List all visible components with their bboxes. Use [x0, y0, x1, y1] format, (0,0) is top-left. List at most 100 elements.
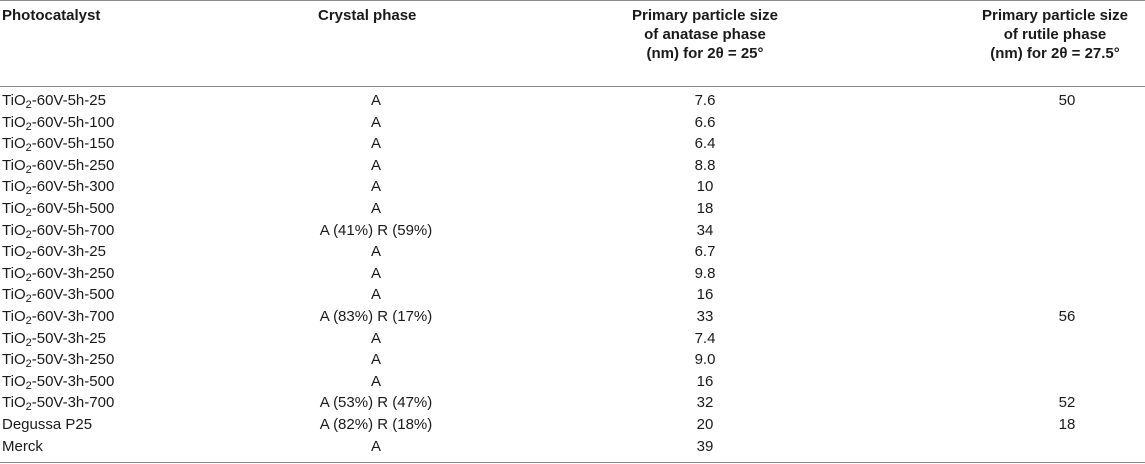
cell-crystal-phase: A — [370, 329, 381, 347]
cell-photocatalyst: TiO2-60V-5h-500 — [2, 198, 114, 220]
table-bottom-rule — [0, 462, 1145, 463]
photocatalyst-subscript: 2 — [25, 379, 32, 392]
photocatalyst-suffix: -50V-3h-500 — [31, 372, 115, 390]
cell-rutile-size: 50 — [1058, 92, 1076, 109]
cell-photocatalyst: TiO2-60V-3h-250 — [2, 263, 114, 285]
cell-photocatalyst: TiO2-60V-3h-700 — [2, 306, 114, 328]
photocatalyst-suffix: -60V-3h-250 — [31, 264, 115, 282]
photocatalyst-subscript: 2 — [25, 163, 32, 176]
photocatalyst-name: TiO — [2, 394, 26, 412]
photocatalyst-subscript: 2 — [25, 228, 32, 241]
cell-rutile-size: 56 — [1058, 307, 1076, 325]
photocatalyst-name: Merck — [2, 437, 43, 455]
cell-crystal-phase: A — [370, 178, 381, 196]
cell-photocatalyst: TiO2-60V-5h-250 — [2, 155, 114, 177]
photocatalyst-name: TiO — [2, 199, 26, 217]
cell-crystal-phase: A (83%) R (17%) — [319, 307, 433, 325]
cell-crystal-phase: A — [370, 351, 381, 369]
table-row: TiO2-60V-5h-150 A 6.4 — [0, 133, 1145, 155]
photocatalyst-suffix: -50V-3h-700 — [31, 394, 115, 412]
header-anatase-line-2: of anatase phase — [644, 26, 766, 43]
table-row: Degussa P25 A (82%) R (18%) 20 18 — [0, 414, 1145, 436]
photocatalyst-name: TiO — [2, 243, 26, 261]
header-rutile-line-1: Primary particle size — [982, 7, 1128, 24]
cell-crystal-phase: A — [370, 286, 381, 304]
header-anatase-line-3: (nm) for 2θ = 25° — [646, 45, 764, 62]
cell-anatase-size: 7.4 — [694, 329, 716, 347]
photocatalyst-suffix: -50V-3h-250 — [31, 351, 115, 369]
photocatalyst-suffix: -60V-3h-25 — [31, 243, 106, 261]
cell-anatase-size: 10 — [696, 178, 714, 196]
table-row: TiO2-60V-3h-25 A 6.7 — [0, 241, 1145, 263]
photocatalyst-name: TiO — [2, 156, 26, 174]
photocatalyst-name: TiO — [2, 286, 26, 304]
photocatalyst-subscript: 2 — [25, 99, 32, 111]
cell-anatase-size: 6.6 — [694, 113, 716, 131]
photocatalyst-name: TiO — [2, 351, 26, 369]
table-row: TiO2-60V-5h-250 A 8.8 — [0, 155, 1145, 177]
photocatalyst-suffix: -60V-5h-300 — [31, 178, 115, 196]
photocatalyst-subscript: 2 — [25, 250, 32, 263]
cell-anatase-size: 34 — [696, 221, 714, 239]
header-rutile-line-3: (nm) for 2θ = 27.5° — [990, 45, 1120, 62]
photocatalyst-name: TiO — [2, 221, 26, 239]
cell-crystal-phase: A (53%) R (47%) — [319, 394, 433, 412]
table-top-rule — [0, 0, 1145, 1]
table-row: TiO2-50V-3h-500 A 16 — [0, 371, 1145, 393]
cell-photocatalyst: TiO2-50V-3h-250 — [2, 349, 114, 371]
cell-crystal-phase: A — [370, 243, 381, 261]
photocatalyst-name: TiO — [2, 113, 26, 131]
table-row: TiO2-60V-3h-700 A (83%) R (17%) 33 56 — [0, 306, 1145, 328]
cell-rutile-size: 18 — [1058, 415, 1076, 433]
table-row: TiO2-60V-5h-300 A 10 — [0, 176, 1145, 198]
header-rutile-size: Primary particle size of rutile phase (n… — [960, 6, 1145, 63]
photocatalyst-name: TiO — [2, 135, 26, 153]
photocatalyst-subscript: 2 — [25, 142, 32, 155]
header-crystal-phase: Crystal phase — [318, 6, 416, 25]
photocatalyst-name: TiO — [2, 329, 26, 347]
cell-anatase-size: 16 — [696, 372, 714, 390]
cell-photocatalyst: Merck — [2, 436, 43, 458]
cell-anatase-size: 20 — [696, 415, 714, 433]
cell-rutile-size: 52 — [1058, 394, 1076, 412]
photocatalyst-name: TiO — [2, 264, 26, 282]
cell-photocatalyst: TiO2-60V-5h-25 — [2, 90, 106, 112]
cell-anatase-size: 39 — [696, 437, 714, 455]
cell-crystal-phase: A (82%) R (18%) — [319, 415, 433, 433]
cell-anatase-size: 9.8 — [694, 264, 716, 282]
cell-crystal-phase: A — [370, 135, 381, 153]
cell-crystal-phase: A — [370, 264, 381, 282]
table-row: TiO2-60V-5h-100 A 6.6 — [0, 112, 1145, 134]
photocatalyst-name: TiO — [2, 307, 26, 325]
header-bottom-rule — [0, 86, 1145, 87]
table-row: Merck A 39 — [0, 436, 1145, 458]
photocatalyst-subscript: 2 — [25, 120, 32, 133]
cell-crystal-phase: A — [370, 199, 381, 217]
photocatalyst-name: TiO — [2, 92, 26, 109]
cell-anatase-size: 32 — [696, 394, 714, 412]
photocatalyst-suffix: -60V-5h-500 — [31, 199, 115, 217]
table-row: TiO2-50V-3h-250 A 9.0 — [0, 349, 1145, 371]
photocatalyst-suffix: -60V-5h-150 — [31, 135, 115, 153]
cell-crystal-phase: A (41%) R (59%) — [319, 221, 433, 239]
header-crystal-phase-label: Crystal phase — [318, 7, 417, 24]
cell-photocatalyst: TiO2-50V-3h-500 — [2, 371, 114, 393]
cell-anatase-size: 33 — [696, 307, 714, 325]
cell-anatase-size: 6.7 — [694, 243, 716, 261]
photocatalyst-suffix: -60V-5h-25 — [31, 92, 106, 109]
cell-photocatalyst: TiO2-50V-3h-700 — [2, 392, 114, 414]
photocatalyst-name: TiO — [2, 372, 26, 390]
header-anatase-line-1: Primary particle size — [632, 7, 778, 24]
cell-photocatalyst: TiO2-60V-5h-700 — [2, 220, 114, 242]
cell-photocatalyst: TiO2-60V-5h-100 — [2, 112, 114, 134]
photocatalyst-suffix: -60V-3h-700 — [31, 307, 115, 325]
cell-photocatalyst: TiO2-60V-5h-300 — [2, 176, 114, 198]
cell-anatase-size: 7.6 — [694, 92, 716, 109]
cell-anatase-size: 16 — [696, 286, 714, 304]
header-photocatalyst: Photocatalyst — [2, 6, 100, 25]
table-row: TiO2-50V-3h-700 A (53%) R (47%) 32 52 — [0, 392, 1145, 414]
photocatalyst-subscript: 2 — [25, 358, 32, 371]
table-row: TiO2-60V-3h-250 A 9.8 — [0, 263, 1145, 285]
photocatalyst-suffix: -60V-5h-700 — [31, 221, 115, 239]
